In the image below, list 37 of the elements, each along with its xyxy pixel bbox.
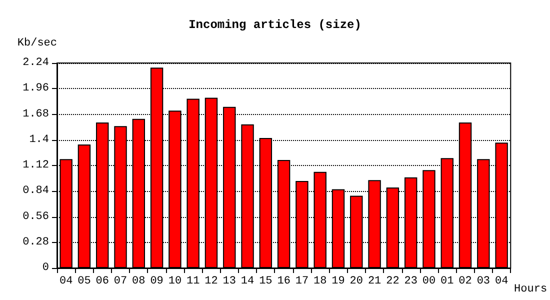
x-tick-label: 08	[132, 276, 146, 288]
y-tick-label: 2.24	[22, 57, 50, 69]
x-tick-label: 19	[332, 276, 345, 288]
y-axis-title: Kb/sec	[17, 38, 57, 50]
y-tick-label: 1.4	[29, 134, 50, 146]
y-tick-label: 0.56	[22, 210, 49, 223]
x-tick-label: 17	[295, 276, 309, 288]
y-tick-label: 1.68	[22, 108, 49, 120]
x-tick-label: 12	[204, 276, 218, 288]
x-tick-label: 23	[404, 276, 418, 288]
chart-title: Incoming articles (size)	[188, 18, 362, 32]
x-tick-label: 10	[168, 276, 182, 288]
x-tick-label: 00	[422, 276, 436, 288]
y-tick-label: 0	[42, 262, 49, 274]
x-tick-label: 05	[78, 276, 91, 288]
x-tick-label: 11	[186, 276, 200, 288]
x-tick-label: 22	[386, 276, 400, 288]
x-tick-label: 13	[222, 276, 236, 288]
x-tick-label: 03	[476, 276, 490, 288]
x-tick-label: 07	[114, 276, 128, 288]
y-tick-label: 0.84	[22, 185, 50, 198]
x-tick-label: 04	[494, 276, 509, 288]
x-tick-label: 04	[59, 276, 74, 288]
x-axis-title: Hours	[514, 284, 548, 296]
x-tick-label: 18	[314, 276, 327, 288]
x-tick-label: 09	[150, 276, 164, 288]
x-tick-label: 15	[259, 276, 272, 288]
x-tick-label: 14	[240, 276, 255, 288]
x-tick-label: 16	[277, 276, 290, 288]
y-tick-label: 1.12	[22, 160, 49, 172]
y-tick-label: 0.28	[22, 236, 49, 248]
x-tick-label: 06	[96, 276, 109, 288]
x-tick-label: 21	[368, 276, 382, 288]
x-tick-label: 20	[350, 276, 363, 288]
y-tick-label: 1.96	[22, 82, 49, 95]
x-tick-label: 01	[440, 276, 454, 288]
x-tick-label: 02	[458, 276, 472, 288]
